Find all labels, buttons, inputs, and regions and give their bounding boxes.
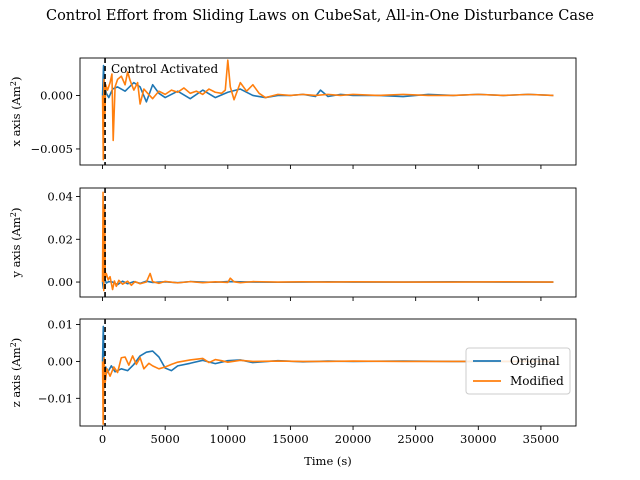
x-tick-label: 10000 xyxy=(210,432,247,446)
y-tick-label: 0.01 xyxy=(47,318,73,332)
y-axis-label-sup: 2 xyxy=(9,81,18,86)
x-tick-label: 0 xyxy=(99,432,106,446)
x-tick-label: 35000 xyxy=(523,432,560,446)
y-tick-label: 0.04 xyxy=(47,190,73,204)
y-axis-label-main: z axis (Am xyxy=(9,347,23,407)
y-tick-label: −0.005 xyxy=(30,142,73,156)
x-tick-label: 20000 xyxy=(335,432,372,446)
legend-label-modified: Modified xyxy=(510,374,564,388)
legend-frame xyxy=(465,347,571,395)
y-axis-label-end: ) xyxy=(9,338,23,343)
y-axis-label-main: y axis (Am xyxy=(9,217,23,279)
y-axis-label-sup: 2 xyxy=(9,342,18,347)
y-axis-label: y axis (Am2) xyxy=(9,207,23,278)
y-axis-label-main: x axis (Am xyxy=(9,86,23,147)
x-tick-label: 30000 xyxy=(460,432,497,446)
subplot-y-axis: 0.00 0.02 0.04 y axis (Am2) xyxy=(9,187,577,301)
x-tick-label: 25000 xyxy=(397,432,434,446)
control-activated-annotation: Control Activated xyxy=(111,62,218,76)
y-axis-label: z axis (Am2) xyxy=(9,338,23,408)
chart-title: Control Effort from Sliding Laws on Cube… xyxy=(46,8,594,24)
series-line-modified xyxy=(101,191,554,292)
series-line-modified xyxy=(101,59,554,161)
x-tick-label: 5000 xyxy=(151,432,180,446)
y-tick-label: −0.01 xyxy=(38,391,73,405)
y-tick-label: 0.02 xyxy=(47,232,73,246)
y-tick-label: 0.000 xyxy=(40,88,73,102)
series-line-modified xyxy=(101,355,554,425)
x-axis-label: Time (s) xyxy=(304,454,352,468)
y-axis-label-end: ) xyxy=(9,207,23,212)
legend: Original Modified xyxy=(465,347,571,395)
subplot-z-axis: 0.01 0.00 −0.01 0 5000 10000 15000 20000 25000 30… xyxy=(9,318,577,446)
subplot-x-axis: 0.000 −0.005 x axis (Am2) xyxy=(9,57,577,169)
y-tick-label: 0.00 xyxy=(47,354,73,368)
y-axis-label: x axis (Am2) xyxy=(9,76,23,146)
plot-frame xyxy=(79,318,577,427)
plot-frame xyxy=(79,57,577,166)
y-tick-label: 0.00 xyxy=(47,275,73,289)
x-tick-label: 15000 xyxy=(272,432,309,446)
y-axis-label-end: ) xyxy=(9,76,23,81)
series-line-original xyxy=(101,278,554,290)
plot-frame xyxy=(79,187,577,298)
legend-label-original: Original xyxy=(510,354,560,368)
y-axis-label-sup: 2 xyxy=(9,212,18,217)
